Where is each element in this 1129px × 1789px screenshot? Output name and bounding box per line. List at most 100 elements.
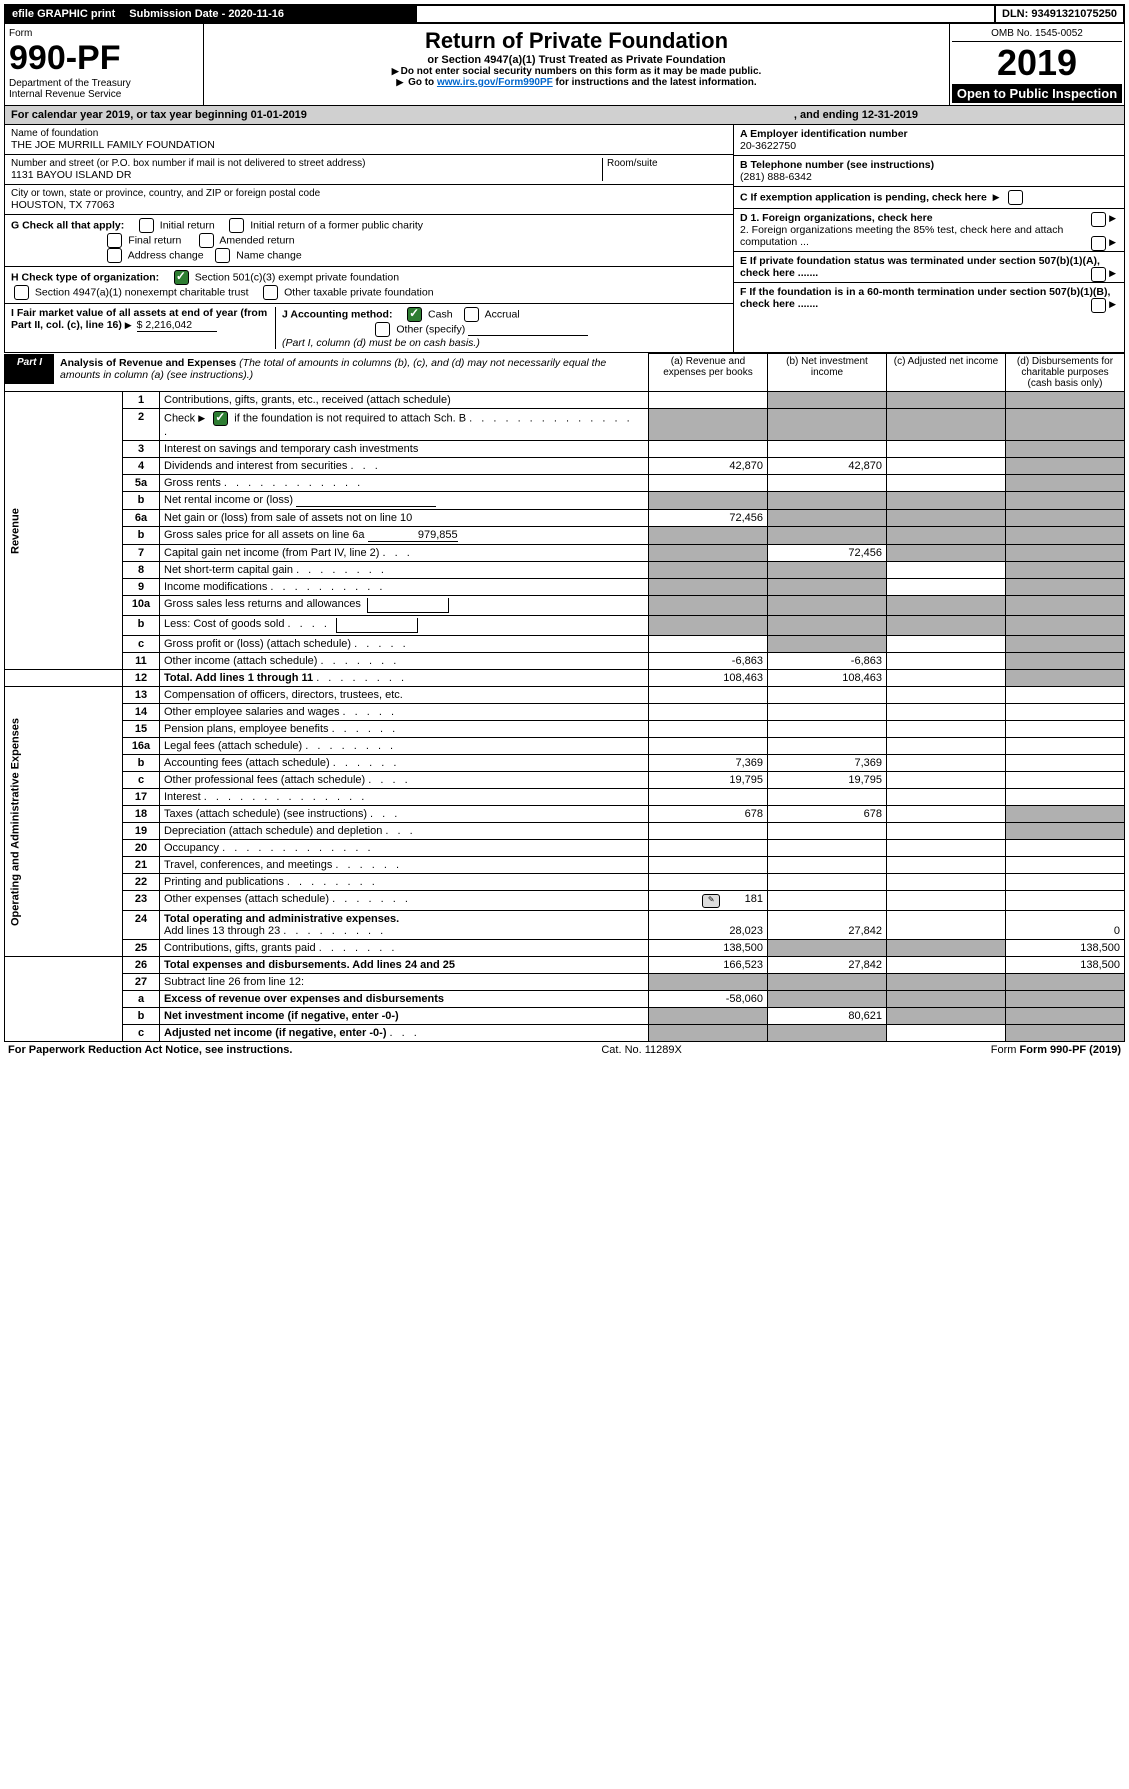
r8-desc: Net short-term capital gain bbox=[164, 564, 293, 576]
r6b-val: 979,855 bbox=[368, 529, 458, 542]
footer-form: Form 990-PF (2019) bbox=[1020, 1044, 1121, 1056]
ein-label: A Employer identification number bbox=[740, 128, 1118, 140]
row-27a: aExcess of revenue over expenses and dis… bbox=[5, 991, 1125, 1008]
d2-label: 2. Foreign organizations meeting the 85%… bbox=[740, 224, 1063, 248]
footer: For Paperwork Reduction Act Notice, see … bbox=[4, 1042, 1125, 1058]
r4-b: 42,870 bbox=[768, 458, 887, 475]
e-label: E If private foundation status was termi… bbox=[740, 255, 1100, 279]
attachment-icon[interactable]: ✎ bbox=[702, 894, 720, 908]
col-c-header: (c) Adjusted net income bbox=[887, 354, 1006, 392]
final-return-checkbox[interactable] bbox=[107, 233, 122, 248]
i-j-cell: I Fair market value of all assets at end… bbox=[5, 304, 733, 352]
addr-value: 1131 BAYOU ISLAND DR bbox=[11, 169, 602, 181]
opt-cash: Cash bbox=[428, 308, 453, 320]
irs: Internal Revenue Service bbox=[9, 89, 199, 100]
r4-a: 42,870 bbox=[649, 458, 768, 475]
r6b-desc: Gross sales price for all assets on line… bbox=[164, 529, 365, 541]
r10b-desc: Less: Cost of goods sold bbox=[164, 618, 284, 630]
row-1: Revenue 1 Contributions, gifts, grants, … bbox=[5, 392, 1125, 409]
row-27c: c Adjusted net income (if negative, ente… bbox=[5, 1025, 1125, 1042]
other-method-checkbox[interactable] bbox=[375, 322, 390, 337]
initial-return-checkbox[interactable] bbox=[139, 218, 154, 233]
c-cell: C If exemption application is pending, c… bbox=[734, 187, 1124, 209]
r10a-desc: Gross sales less returns and allowances bbox=[164, 598, 361, 610]
address-change-checkbox[interactable] bbox=[107, 248, 122, 263]
f-label: F If the foundation is in a 60-month ter… bbox=[740, 286, 1110, 310]
col-d-header: (d) Disbursements for charitable purpose… bbox=[1006, 354, 1125, 392]
r10c-desc: Gross profit or (loss) (attach schedule) bbox=[164, 638, 351, 650]
exemption-pending-checkbox[interactable] bbox=[1008, 190, 1023, 205]
amended-return-checkbox[interactable] bbox=[199, 233, 214, 248]
ein-cell: A Employer identification number 20-3622… bbox=[734, 125, 1124, 156]
opt-name: Name change bbox=[236, 249, 301, 261]
r18-a: 678 bbox=[649, 806, 768, 823]
r27b-b: 80,621 bbox=[768, 1008, 887, 1025]
foundation-name-cell: Name of foundation THE JOE MURRILL FAMIL… bbox=[5, 125, 733, 155]
part1-desc: Analysis of Revenue and Expenses (The to… bbox=[54, 354, 648, 384]
r24a-desc: Total operating and administrative expen… bbox=[164, 913, 399, 925]
row-26: 26 Total expenses and disbursements. Add… bbox=[5, 957, 1125, 974]
s4947-checkbox[interactable] bbox=[14, 285, 29, 300]
footer-left: For Paperwork Reduction Act Notice, see … bbox=[8, 1044, 292, 1056]
submission-date: Submission Date - 2020-11-16 bbox=[123, 6, 417, 22]
r24-a: 28,023 bbox=[649, 911, 768, 940]
row-2: 2 Check if the foundation is not require… bbox=[5, 409, 1125, 441]
sch-b-checkbox[interactable] bbox=[213, 411, 228, 426]
f-checkbox[interactable] bbox=[1091, 298, 1106, 313]
other-taxable-checkbox[interactable] bbox=[263, 285, 278, 300]
row-5b: b Net rental income or (loss) bbox=[5, 492, 1125, 510]
address-cell: Number and street (or P.O. box number if… bbox=[5, 155, 733, 185]
r16b-b: 7,369 bbox=[768, 755, 887, 772]
part1-label: Part I bbox=[5, 354, 54, 384]
part1-title: Analysis of Revenue and Expenses bbox=[60, 357, 236, 369]
row-12: 12 Total. Add lines 1 through 11 . . . .… bbox=[5, 670, 1125, 687]
r19-desc: Depreciation (attach schedule) and deple… bbox=[164, 825, 382, 837]
city-value: HOUSTON, TX 77063 bbox=[11, 199, 727, 211]
row-17: 17 Interest . . . . . . . . . . . . . . bbox=[5, 789, 1125, 806]
cal-end: , and ending 12-31-2019 bbox=[794, 109, 918, 121]
row-7: 7 Capital gain net income (from Part IV,… bbox=[5, 545, 1125, 562]
row-9: 9 Income modifications . . . . . . . . .… bbox=[5, 579, 1125, 596]
r27a-desc: Excess of revenue over expenses and disb… bbox=[160, 991, 649, 1008]
r12-desc: Total. Add lines 1 through 11 bbox=[164, 672, 313, 684]
open-to-public: Open to Public Inspection bbox=[952, 84, 1122, 103]
r5a-desc: Gross rents bbox=[164, 477, 221, 489]
r27c-desc: Adjusted net income (if negative, enter … bbox=[164, 1027, 386, 1039]
city-label: City or town, state or province, country… bbox=[11, 188, 727, 199]
dln: DLN: 93491321075250 bbox=[996, 6, 1123, 22]
row-11: 11 Other income (attach schedule) . . . … bbox=[5, 653, 1125, 670]
r14-desc: Other employee salaries and wages bbox=[164, 706, 339, 718]
row-24: 24 Total operating and administrative ex… bbox=[5, 911, 1125, 940]
part1-header-row: Part I Analysis of Revenue and Expenses … bbox=[5, 354, 1125, 392]
r16c-b: 19,795 bbox=[768, 772, 887, 789]
r23-desc: Other expenses (attach schedule) bbox=[164, 893, 329, 905]
c-label: C If exemption application is pending, c… bbox=[740, 191, 987, 203]
initial-former-checkbox[interactable] bbox=[229, 218, 244, 233]
r16c-a: 19,795 bbox=[649, 772, 768, 789]
d2-checkbox[interactable] bbox=[1091, 236, 1106, 251]
r6a-desc: Net gain or (loss) from sale of assets n… bbox=[160, 510, 649, 527]
col-a-header: (a) Revenue and expenses per books bbox=[649, 354, 768, 392]
row-20: 20 Occupancy . . . . . . . . . . . . . bbox=[5, 840, 1125, 857]
g-check-cell: G Check all that apply: Initial return I… bbox=[5, 215, 733, 267]
accrual-checkbox[interactable] bbox=[464, 307, 479, 322]
opt-initial: Initial return bbox=[160, 219, 215, 231]
e-checkbox[interactable] bbox=[1091, 267, 1106, 282]
r22-desc: Printing and publications bbox=[164, 876, 284, 888]
row-14: 14 Other employee salaries and wages . .… bbox=[5, 704, 1125, 721]
form990pf-link[interactable]: www.irs.gov/Form990PF bbox=[437, 77, 553, 88]
name-change-checkbox[interactable] bbox=[215, 248, 230, 263]
row-15: 15 Pension plans, employee benefits . . … bbox=[5, 721, 1125, 738]
opt-accrual: Accrual bbox=[485, 308, 520, 320]
row-3: 3Interest on savings and temporary cash … bbox=[5, 441, 1125, 458]
col-b-header: (b) Net investment income bbox=[768, 354, 887, 392]
s501c3-checkbox[interactable] bbox=[174, 270, 189, 285]
form-number: 990-PF bbox=[9, 39, 199, 78]
r24-d: 0 bbox=[1006, 911, 1125, 940]
opt-other-tax: Other taxable private foundation bbox=[284, 286, 433, 298]
cash-checkbox[interactable] bbox=[407, 307, 422, 322]
r2-post: if the foundation is not required to att… bbox=[234, 412, 466, 424]
r26-d: 138,500 bbox=[1006, 957, 1125, 974]
omb: OMB No. 1545-0052 bbox=[952, 26, 1122, 42]
d1-checkbox[interactable] bbox=[1091, 212, 1106, 227]
